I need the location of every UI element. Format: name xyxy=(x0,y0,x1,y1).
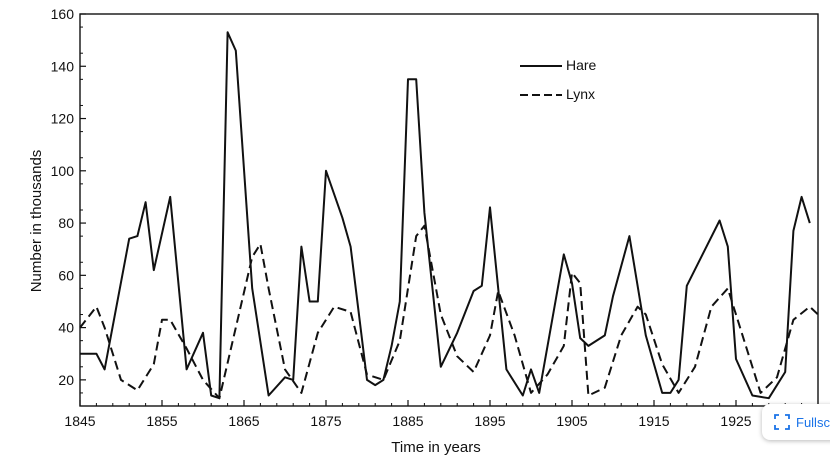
y-axis-title: Number in thousands xyxy=(28,150,45,293)
legend: Hare Lynx xyxy=(520,57,597,102)
x-tick-label: 1875 xyxy=(310,413,341,429)
plot-frame xyxy=(79,13,819,407)
fullscreen-label: Fullsc xyxy=(796,414,830,430)
y-tick-label: 120 xyxy=(51,111,75,127)
legend-label-hare: Hare xyxy=(566,57,597,73)
x-tick-label: 1905 xyxy=(556,413,587,429)
x-tick-label: 1915 xyxy=(638,413,669,429)
fullscreen-button[interactable]: Fullsc xyxy=(762,404,830,440)
y-tick-label: 20 xyxy=(58,372,74,388)
y-tick-label: 60 xyxy=(58,267,74,283)
x-axis: 1845 1855 1865 1875 1885 1895 1905 1915 1925 xyxy=(64,400,819,429)
x-axis-title: Time in years xyxy=(391,439,480,456)
y-tick-label: 40 xyxy=(58,320,74,336)
y-tick-label: 140 xyxy=(51,58,75,74)
x-tick-label: 1895 xyxy=(474,413,505,429)
y-tick-label: 100 xyxy=(51,163,75,179)
series-line-hare xyxy=(80,31,811,400)
fullscreen-icon xyxy=(774,414,790,430)
x-tick-label: 1855 xyxy=(146,413,177,429)
y-axis: 20 40 60 80 100 120 140 160 xyxy=(51,6,86,394)
x-tick-label: 1865 xyxy=(228,413,259,429)
x-tick-label: 1885 xyxy=(392,413,423,429)
x-tick-label: 1925 xyxy=(720,413,751,429)
y-tick-label: 160 xyxy=(51,6,75,22)
y-tick-label: 80 xyxy=(58,215,74,231)
x-tick-label: 1845 xyxy=(64,413,95,429)
legend-label-lynx: Lynx xyxy=(566,86,595,102)
series-layer xyxy=(79,31,819,400)
top-edge xyxy=(0,0,830,8)
series-line-lynx xyxy=(79,224,819,400)
